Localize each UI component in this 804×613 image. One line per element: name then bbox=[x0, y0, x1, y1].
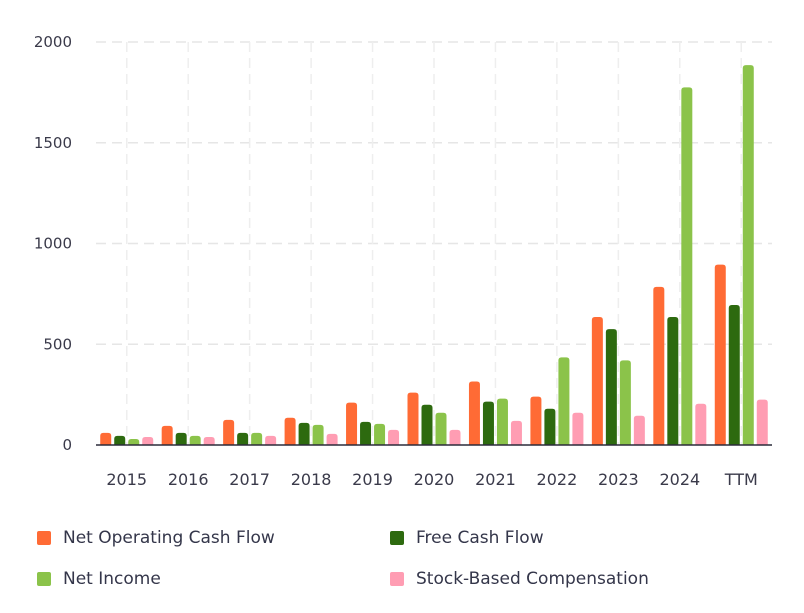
bar bbox=[128, 438, 140, 445]
cash-flow-bar-chart: 0 500 1000 1500 2000 2015 2016 2017 2018 2019 202… bbox=[34, 33, 772, 489]
bar bbox=[695, 403, 707, 445]
legend-swatch bbox=[37, 531, 51, 545]
x-axis: 2015 2016 2017 2018 2019 2020 2021 2022 2023 2024… bbox=[96, 444, 772, 489]
bar bbox=[510, 420, 522, 445]
grid-lines bbox=[96, 41, 772, 445]
bar bbox=[312, 424, 324, 445]
x-tick-label: 2018 bbox=[291, 470, 332, 489]
legend-item-free-cash-flow[interactable]: Free Cash Flow bbox=[390, 528, 544, 548]
x-tick-label: 2017 bbox=[229, 470, 270, 489]
bar bbox=[572, 412, 584, 445]
bar bbox=[326, 433, 338, 445]
x-tick-label: 2020 bbox=[414, 470, 455, 489]
y-tick-label: 500 bbox=[43, 335, 72, 353]
bar bbox=[251, 432, 263, 445]
x-tick-label: 2016 bbox=[168, 470, 209, 489]
bar bbox=[203, 436, 215, 445]
legend-swatch bbox=[390, 572, 404, 586]
bar bbox=[468, 381, 480, 445]
x-tick-label: 2015 bbox=[106, 470, 147, 489]
bar bbox=[175, 432, 187, 445]
bar bbox=[435, 412, 447, 445]
legend-label: Free Cash Flow bbox=[416, 528, 544, 548]
bar bbox=[558, 357, 570, 445]
bar bbox=[114, 435, 126, 445]
legend: Net Operating Cash Flow Free Cash Flow N… bbox=[0, 520, 804, 610]
bar bbox=[742, 65, 754, 446]
bar bbox=[619, 360, 631, 445]
bar bbox=[265, 435, 277, 445]
y-tick-label: 0 bbox=[62, 436, 72, 454]
bar bbox=[161, 425, 173, 445]
bar bbox=[496, 398, 508, 445]
bar bbox=[591, 317, 603, 445]
bar bbox=[223, 419, 235, 445]
legend-item-net-operating-cash-flow[interactable]: Net Operating Cash Flow bbox=[37, 528, 275, 548]
x-tick-label: 2023 bbox=[598, 470, 639, 489]
bar bbox=[421, 404, 433, 445]
bar bbox=[667, 317, 679, 445]
bar bbox=[360, 421, 372, 445]
legend-label: Net Operating Cash Flow bbox=[63, 528, 275, 548]
bar bbox=[407, 392, 419, 445]
bar bbox=[346, 402, 358, 445]
bar bbox=[298, 422, 310, 445]
bar bbox=[633, 415, 645, 445]
x-tick-label: 2024 bbox=[659, 470, 700, 489]
bar bbox=[189, 435, 201, 445]
legend-item-stock-based-compensation[interactable]: Stock-Based Compensation bbox=[390, 569, 649, 589]
bar bbox=[142, 436, 154, 445]
bar bbox=[100, 432, 112, 445]
bar bbox=[237, 432, 249, 445]
y-tick-label: 1500 bbox=[34, 134, 72, 152]
x-tick-label: 2019 bbox=[352, 470, 393, 489]
bar bbox=[714, 264, 726, 445]
bar bbox=[374, 423, 386, 445]
bar bbox=[544, 408, 556, 445]
legend-item-net-income[interactable]: Net Income bbox=[37, 569, 161, 589]
x-tick-label: 2022 bbox=[537, 470, 578, 489]
bar bbox=[284, 417, 296, 445]
legend-swatch bbox=[37, 572, 51, 586]
legend-label: Stock-Based Compensation bbox=[416, 569, 649, 589]
bar bbox=[388, 429, 400, 445]
legend-label: Net Income bbox=[63, 569, 161, 589]
bars-group bbox=[100, 65, 768, 446]
x-tick-label: 2021 bbox=[475, 470, 516, 489]
bar bbox=[530, 396, 542, 445]
y-tick-label: 1000 bbox=[34, 235, 72, 253]
y-tick-label: 2000 bbox=[34, 33, 72, 51]
bar bbox=[449, 429, 461, 445]
y-axis: 0 500 1000 1500 2000 bbox=[34, 33, 72, 454]
bar bbox=[728, 304, 740, 445]
bar bbox=[681, 87, 693, 446]
bar bbox=[605, 329, 617, 445]
legend-swatch bbox=[390, 531, 404, 545]
bar bbox=[756, 399, 768, 445]
x-tick-label: TTM bbox=[724, 470, 758, 489]
bar bbox=[482, 401, 494, 445]
bar bbox=[653, 286, 665, 445]
